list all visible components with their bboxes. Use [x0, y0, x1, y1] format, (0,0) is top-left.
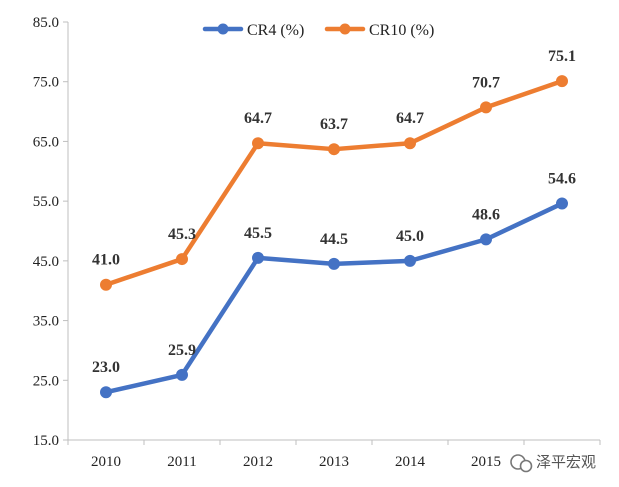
x-tick-label: 2012 [243, 454, 273, 470]
data-label: 23.0 [92, 359, 120, 376]
x-tick-label: 2014 [395, 454, 426, 470]
data-label: 64.7 [396, 110, 424, 127]
data-point [328, 257, 340, 270]
data-labels: 23.0 25.9 45.5 44.5 45.0 48.6 54.6 41.0 45.3 64.7… [92, 48, 576, 376]
data-point [480, 101, 492, 114]
data-point [100, 278, 112, 291]
data-point [404, 137, 416, 150]
data-point [176, 368, 188, 381]
data-label: 70.7 [472, 74, 500, 91]
data-label: 45.5 [244, 225, 272, 242]
legend-marker-0 [217, 23, 229, 35]
data-label: 54.6 [548, 171, 576, 188]
data-label: 45.3 [168, 226, 196, 243]
x-tick-label: 2010 [91, 454, 121, 470]
data-point [328, 143, 340, 156]
y-tick-label: 55.0 [33, 194, 59, 210]
legend-label-0: CR4 (%) [247, 22, 304, 39]
data-point [480, 233, 492, 246]
data-label: 25.9 [168, 342, 196, 359]
y-tick-label: 45.0 [33, 254, 59, 270]
data-label: 64.7 [244, 110, 272, 127]
series-line-1 [103, 78, 565, 287]
data-point [252, 251, 264, 264]
data-point [556, 75, 568, 88]
data-point [404, 254, 416, 267]
data-point [100, 386, 112, 399]
x-tick-label: 2015 [471, 454, 501, 470]
y-tick-label: 25.0 [33, 373, 59, 389]
y-tick-label: 65.0 [33, 134, 59, 150]
data-point [176, 253, 188, 266]
y-tick-label: 85.0 [33, 15, 59, 31]
legend-marker-1 [339, 23, 351, 35]
y-tick-label: 75.0 [33, 75, 59, 91]
chart-axes: 15.0 25.0 35.0 45.0 55.0 65.0 75.0 85.0 2010 2011… [33, 15, 601, 470]
y-tick-label: 35.0 [33, 314, 59, 330]
legend: CR4 (%) CR10 (%) [202, 22, 434, 39]
data-point [556, 197, 568, 210]
data-label: 63.7 [320, 116, 348, 133]
watermark-text: 泽平宏观 [536, 453, 596, 471]
data-label: 45.0 [396, 228, 424, 245]
data-label: 44.5 [320, 231, 348, 248]
x-tick-label: 2011 [167, 454, 196, 470]
data-label: 48.6 [472, 206, 500, 223]
series-lines [100, 75, 568, 399]
data-label: 75.1 [548, 48, 576, 65]
watermark: 泽平宏观 [510, 453, 596, 473]
wechat-icon [510, 454, 533, 473]
y-tick-label: 15.0 [33, 433, 59, 449]
legend-label-1: CR10 (%) [369, 22, 434, 39]
data-label: 41.0 [92, 252, 120, 269]
data-point [252, 137, 264, 150]
x-tick-label: 2013 [319, 454, 349, 470]
